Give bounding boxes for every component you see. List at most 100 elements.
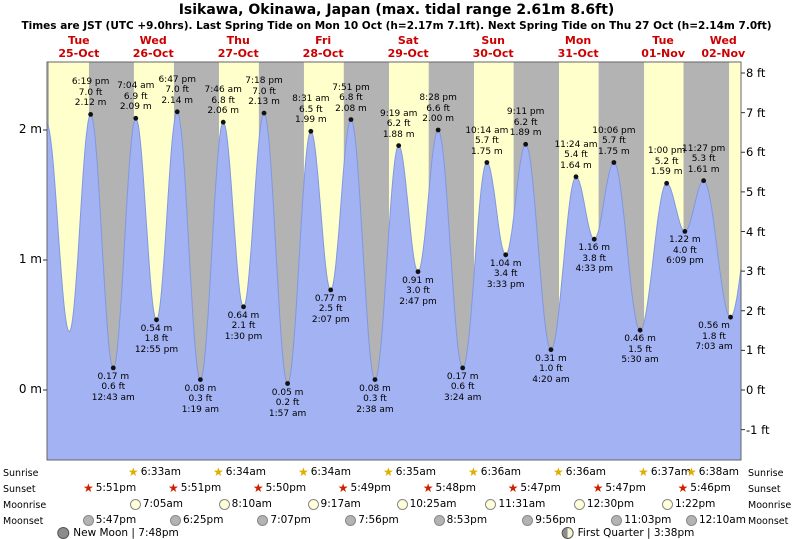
sunset-time: 5:51pm <box>180 482 222 494</box>
tide-low-annotation: 1.22 m 4.0 ft 6:09 pm <box>666 235 704 267</box>
tide-extreme-dot <box>637 327 643 333</box>
tide-height-ft: 5.7 ft <box>475 136 499 146</box>
day-label: Tue 01-Nov <box>641 34 685 60</box>
tide-extreme-dot <box>460 365 466 371</box>
tide-high-annotation: 7:46 am 6.8 ft 2.06 m <box>205 85 242 117</box>
tide-low-annotation: 0.91 m 3.0 ft 2:47 pm <box>399 276 437 308</box>
tide-extreme-dot <box>241 304 246 310</box>
row-label-sunrise-right: Sunrise <box>748 468 784 479</box>
tide-low-annotation: 0.77 m 2.5 ft 2:07 pm <box>312 294 350 326</box>
moonset-time-entry: 8:53pm <box>433 514 487 526</box>
tide-extreme-dot <box>88 112 94 117</box>
tide-height-ft: 6.9 ft <box>123 91 148 102</box>
row-label-sunrise-left: Sunrise <box>3 468 39 479</box>
tide-height-m: 1.22 m <box>669 235 701 246</box>
tide-extreme-dot <box>308 128 314 134</box>
sunrise-time: 6:37am <box>650 466 692 478</box>
tide-height-m: 0.05 m <box>271 387 304 398</box>
tide-extreme-dot <box>133 115 139 121</box>
moonrise-time-entry: 10:25am <box>396 498 456 510</box>
sunset-time: 5:51pm <box>95 482 137 494</box>
tide-low-annotation: 1.16 m 3.8 ft 4:33 pm <box>575 243 613 275</box>
first-quarter-icon <box>561 527 574 539</box>
tide-height-m: 1.89 m <box>509 128 542 139</box>
tide-height-m: 2.12 m <box>74 98 107 109</box>
moonrise-time: 7:05am <box>142 498 184 510</box>
day-label: Mon 31-Oct <box>558 34 599 60</box>
y-axis-meters-label: 1 m <box>18 252 42 266</box>
sunset-icon: ★ <box>592 481 604 495</box>
tide-height-ft: 3.0 ft <box>406 286 430 297</box>
moonrise-icon <box>307 498 319 510</box>
tide-height-ft: 2.5 ft <box>318 304 343 315</box>
tide-extreme-dot <box>285 381 290 386</box>
tide-extreme-dot <box>154 317 159 323</box>
moonrise-icon <box>396 498 408 510</box>
tide-time: 7:03 am <box>695 342 733 353</box>
tide-extreme-dot <box>548 347 554 353</box>
tide-height-m: 2.06 m <box>207 106 240 117</box>
tide-time: 8:28 pm <box>419 93 457 103</box>
moonrise-icon <box>573 498 585 510</box>
y-axis-meters-label: 2 m <box>18 122 42 136</box>
tide-height-ft: 5.4 ft <box>564 150 588 161</box>
tide-high-annotation: 9:11 pm 6.2 ft 1.89 m <box>507 107 545 139</box>
moonrise-time: 8:10am <box>231 498 272 510</box>
row-label-sunset-left: Sunset <box>3 484 36 495</box>
moonset-time: 5:47pm <box>95 514 137 526</box>
moonset-time: 6:25pm <box>182 514 224 526</box>
tide-high-annotation: 7:18 pm 7.0 ft 2.13 m <box>245 76 283 108</box>
tide-time: 6:47 pm <box>158 74 196 85</box>
tide-time: 7:46 am <box>204 85 242 96</box>
tide-high-annotation: 1:00 pm 5.2 ft 1.59 m <box>648 146 686 178</box>
sunrise-icon: ★ <box>382 465 394 479</box>
tide-height-m: 0.46 m <box>624 334 656 345</box>
tide-high-annotation: 10:14 am 5.7 ft 1.75 m <box>465 126 508 158</box>
moonset-time: 9:56pm <box>535 514 576 526</box>
tide-height-m: 1.04 m <box>489 258 522 269</box>
tide-high-annotation: 7:51 pm 6.8 ft 2.08 m <box>332 83 370 115</box>
tide-time: 1:57 am <box>268 408 307 419</box>
plot-border <box>46 61 742 461</box>
day-label: Wed 26-Oct <box>133 34 174 60</box>
sunset-icon: ★ <box>422 481 434 495</box>
moonrise-time: 9:17am <box>320 498 361 510</box>
sunset-time-entry: ★ 5:50pm <box>253 482 306 494</box>
moonrise-icon <box>661 498 673 510</box>
tide-time: 12:55 pm <box>134 344 179 355</box>
day-name: Mon <box>564 34 592 47</box>
tide-high-annotation: 7:04 am 6.9 ft 2.09 m <box>117 81 154 113</box>
tide-extreme-dot <box>220 119 226 125</box>
tide-time: 7:18 pm <box>245 76 283 87</box>
tide-height-ft: 1.8 ft <box>702 331 726 342</box>
y-axis-feet-label: 7 ft <box>746 105 766 120</box>
tide-time: 11:24 am <box>554 139 598 150</box>
tide-height-m: 2.14 m <box>161 95 194 106</box>
sunset-time: 5:47pm <box>520 482 561 494</box>
tide-height-m: 0.56 m <box>698 321 730 332</box>
moonrise-time-entry: 11:31am <box>485 498 545 510</box>
tide-time: 9:11 pm <box>506 107 545 118</box>
tide-height-ft: 5.2 ft <box>654 156 679 167</box>
tide-high-annotation: 10:06 pm 5.7 ft 1.75 m <box>592 126 635 158</box>
tide-extreme-dot <box>701 178 707 184</box>
sunrise-time-entry: ★ 6:35am <box>383 466 436 478</box>
sunrise-time: 6:34am <box>310 466 351 478</box>
tide-time: 10:06 pm <box>592 125 636 136</box>
moonset-time: 12:10am <box>699 514 746 526</box>
tide-height-ft: 2.1 ft <box>231 321 256 332</box>
tide-time: 2:07 pm <box>311 314 350 325</box>
tide-height-m: 2.00 m <box>422 114 454 124</box>
tide-height-m: 2.09 m <box>119 102 152 113</box>
moonrise-time: 11:31am <box>498 498 546 510</box>
tide-time: 9:19 am <box>379 108 418 119</box>
sunset-time-entry: ★ 5:47pm <box>508 482 561 494</box>
moonrise-time-entry: 12:30pm <box>573 498 634 510</box>
tide-height-ft: 0.6 ft <box>450 382 475 393</box>
tide-height-ft: 3.4 ft <box>493 269 518 280</box>
row-label-moonset-left: Moonset <box>3 516 44 527</box>
day-date: 29-Oct <box>387 46 429 60</box>
day-label: Fri 28-Oct <box>303 34 344 60</box>
day-label: Sat 29-Oct <box>387 34 429 60</box>
sunset-time-entry: ★ 5:46pm <box>678 482 731 494</box>
